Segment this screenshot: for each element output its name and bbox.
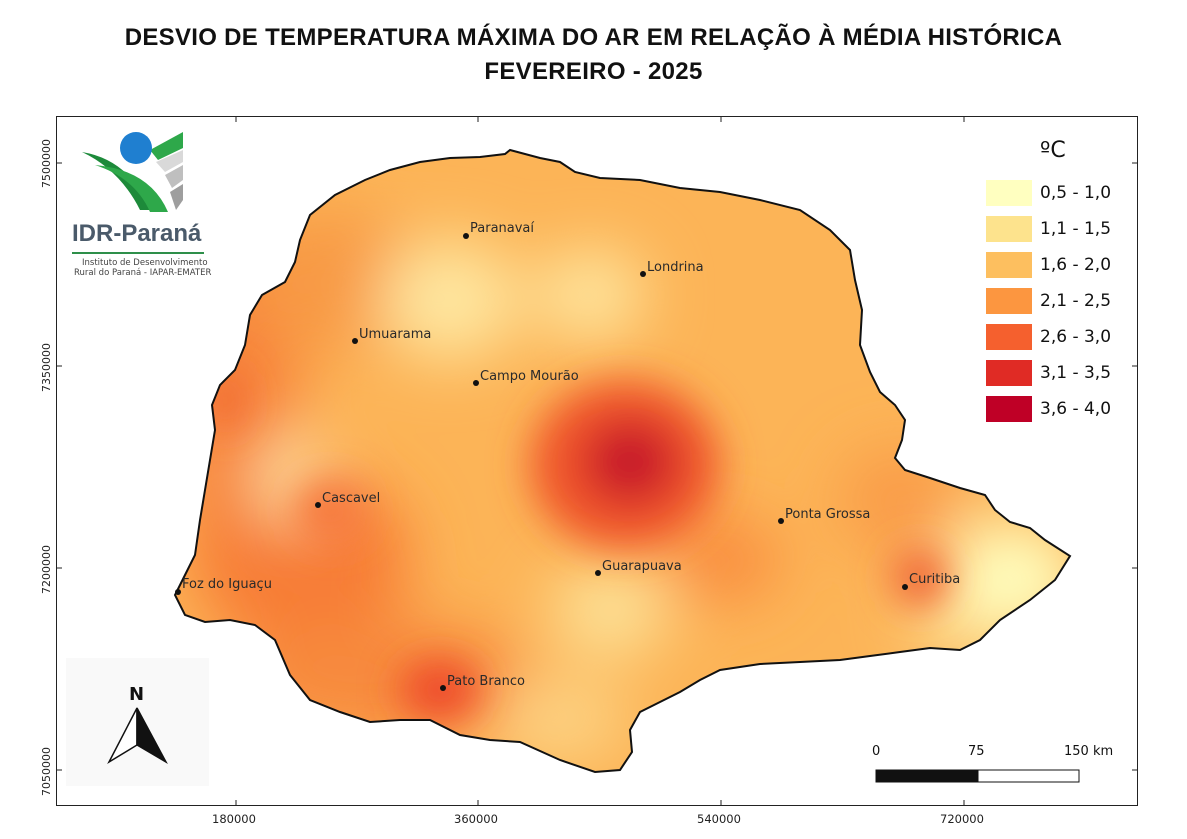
legend-item: 1,6 - 2,0 bbox=[986, 252, 1136, 278]
city-dot-londrina bbox=[640, 271, 646, 277]
city-dot-guarapuava bbox=[595, 570, 601, 576]
city-dot-umuarama bbox=[352, 338, 358, 344]
legend-item: 3,1 - 3,5 bbox=[986, 360, 1136, 386]
legend-item: 0,5 - 1,0 bbox=[986, 180, 1136, 206]
legend-swatch bbox=[986, 180, 1032, 206]
legend-label: 0,5 - 1,0 bbox=[1040, 183, 1112, 203]
city-dot-cascavel bbox=[315, 502, 321, 508]
logo-name: IDR-Paraná bbox=[72, 220, 202, 247]
map-title: DESVIO DE TEMPERATURA MÁXIMA DO AR EM RE… bbox=[124, 24, 1063, 51]
legend-item: 3,6 - 4,0 bbox=[986, 396, 1136, 422]
city-label-ponta-grossa: Ponta Grossa bbox=[785, 507, 871, 522]
scale-label-150: 150 km bbox=[1064, 744, 1114, 759]
city-label-campo-mourao: Campo Mourão bbox=[480, 369, 579, 384]
x-tick-label: 540000 bbox=[697, 812, 741, 826]
x-tick-label: 180000 bbox=[212, 812, 256, 826]
logo-subtitle-line1: Instituto de Desenvolvimento bbox=[82, 258, 208, 268]
city-label-umuarama: Umuarama bbox=[359, 327, 432, 342]
scale-label-75: 75 bbox=[968, 744, 985, 759]
city-label-paranavai: Paranavaí bbox=[470, 221, 535, 236]
scale-label-0: 0 bbox=[872, 744, 881, 759]
city-dot-campo-mourao bbox=[473, 380, 479, 386]
logo-divider bbox=[72, 252, 204, 254]
city-markers bbox=[175, 233, 908, 691]
city-dot-paranavai bbox=[463, 233, 469, 239]
legend-item: 2,6 - 3,0 bbox=[986, 324, 1136, 350]
legend-label: 3,6 - 4,0 bbox=[1040, 399, 1112, 419]
map-subtitle: FEVEREIRO - 2025 bbox=[484, 58, 703, 85]
legend-swatch bbox=[986, 252, 1032, 278]
north-label: N bbox=[129, 684, 145, 705]
legend-swatch bbox=[986, 288, 1032, 314]
city-label-cascavel: Cascavel bbox=[322, 491, 381, 506]
legend-title: ºC bbox=[1040, 138, 1066, 163]
legend-label: 1,6 - 2,0 bbox=[1040, 255, 1112, 275]
city-dot-ponta-grossa bbox=[778, 518, 784, 524]
legend-item: 2,1 - 2,5 bbox=[986, 288, 1136, 314]
city-dot-curitiba bbox=[902, 584, 908, 590]
city-dot-foz-do-iguacu bbox=[175, 589, 181, 595]
legend-swatch bbox=[986, 324, 1032, 350]
legend-swatch bbox=[986, 360, 1032, 386]
city-label-foz-do-iguacu: Foz do Iguaçu bbox=[182, 577, 272, 592]
legend-swatch bbox=[986, 216, 1032, 242]
city-label-guarapuava: Guarapuava bbox=[602, 559, 682, 574]
idr-logo-icon bbox=[82, 132, 183, 212]
city-label-curitiba: Curitiba bbox=[909, 572, 961, 587]
city-label-londrina: Londrina bbox=[647, 260, 704, 275]
legend-item: 1,1 - 1,5 bbox=[986, 216, 1136, 242]
city-label-pato-branco: Pato Branco bbox=[447, 674, 525, 689]
legend-swatch bbox=[986, 396, 1032, 422]
x-tick-label: 720000 bbox=[940, 812, 984, 826]
legend-label: 1,1 - 1,5 bbox=[1040, 219, 1112, 239]
x-tick-label: 360000 bbox=[454, 812, 498, 826]
scale-bar bbox=[875, 769, 1080, 783]
legend-label: 2,1 - 2,5 bbox=[1040, 291, 1112, 311]
legend-label: 3,1 - 3,5 bbox=[1040, 363, 1112, 383]
logo-subtitle-line2: Rural do Paraná - IAPAR-EMATER bbox=[74, 268, 212, 278]
north-arrow-icon bbox=[107, 707, 168, 765]
city-dot-pato-branco bbox=[440, 685, 446, 691]
legend-label: 2,6 - 3,0 bbox=[1040, 327, 1112, 347]
